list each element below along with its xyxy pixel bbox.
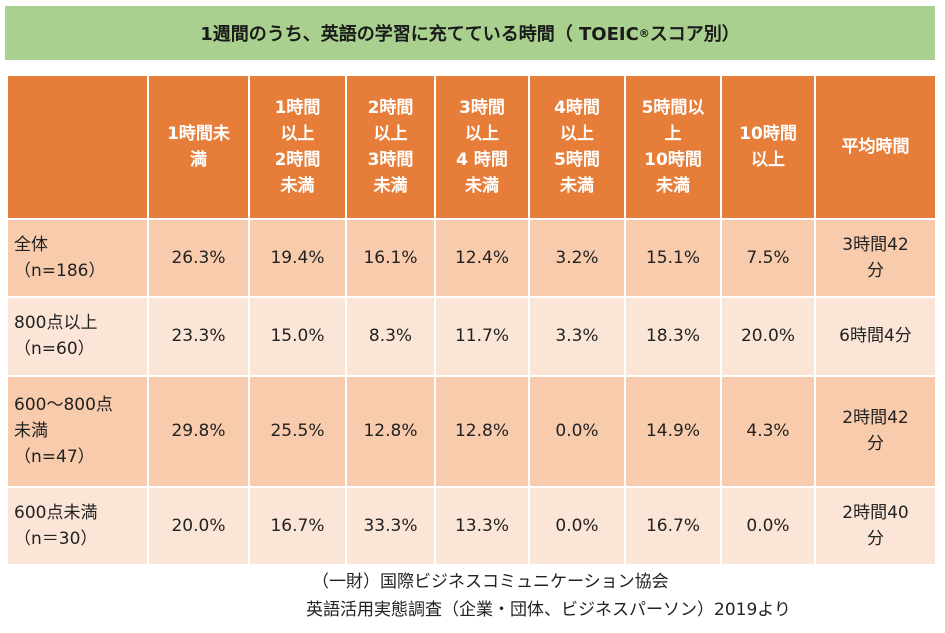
table-row: 600点未満 （n＝30） 20.0% 16.7% 33.3% 13.3% 0.… [8, 487, 935, 564]
source-organization: （一財）国際ビジネスコミュニケーション協会 [312, 572, 669, 592]
table-cell: 29.8% [149, 376, 248, 486]
table-cell: 15.1% [626, 220, 720, 297]
header-corner [8, 76, 147, 218]
column-header-3h-4h: 3時間 以上 4 時間 未満 [436, 76, 528, 218]
table-cell: 3.2% [530, 220, 624, 297]
table-cell: 23.3% [149, 298, 248, 375]
table-cell: 26.3% [149, 220, 248, 297]
table-cell: 16.7% [626, 487, 720, 564]
table-cell: 16.1% [347, 220, 434, 297]
column-header-2h-3h: 2時間 以上 3時間 未満 [347, 76, 434, 218]
table-cell: 12.8% [347, 376, 434, 486]
study-time-table: 1時間未 満 1時間 以上 2時間 未満 2時間 以上 3時間 未満 3時間 以… [6, 74, 937, 566]
row-label-800-plus: 800点以上 （n=60） [8, 298, 147, 375]
average-cell: 3時間42 分 [816, 220, 935, 297]
source-note: （一財）国際ビジネスコミュニケーション協会 英語活用実態調査（企業・団体、ビジネ… [0, 568, 935, 624]
table-cell: 14.9% [626, 376, 720, 486]
table-cell: 13.3% [436, 487, 528, 564]
row-label-under-600: 600点未満 （n＝30） [8, 487, 147, 564]
table-cell: 11.7% [436, 298, 528, 375]
title-text-end: スコア別） [649, 24, 740, 45]
column-header-average: 平均時間 [816, 76, 935, 218]
table-cell: 8.3% [347, 298, 434, 375]
column-header-10h-plus: 10時間 以上 [722, 76, 814, 218]
average-cell: 2時間40 分 [816, 487, 935, 564]
table-cell: 25.5% [250, 376, 345, 486]
table-cell: 20.0% [722, 298, 814, 375]
source-survey: 英語活用実態調査（企業・団体、ビジネスパーソン）2019より [306, 600, 791, 620]
table-row: 800点以上 （n=60） 23.3% 15.0% 8.3% 11.7% 3.3… [8, 298, 935, 375]
header-row: 1時間未 満 1時間 以上 2時間 未満 2時間 以上 3時間 未満 3時間 以… [8, 76, 935, 218]
table-cell: 19.4% [250, 220, 345, 297]
table-cell: 12.4% [436, 220, 528, 297]
table-cell: 16.7% [250, 487, 345, 564]
average-cell: 6時間4分 [816, 298, 935, 375]
table-cell: 0.0% [530, 487, 624, 564]
row-label-all: 全体 （n=186） [8, 220, 147, 297]
table-row: 全体 （n=186） 26.3% 19.4% 16.1% 12.4% 3.2% … [8, 220, 935, 297]
column-header-1h-2h: 1時間 以上 2時間 未満 [250, 76, 345, 218]
table-cell: 3.3% [530, 298, 624, 375]
title-text: 1週間のうち、英語の学習に充てている時間（ TOEIC [200, 24, 639, 45]
row-label-600-800: 600〜800点 未満 （n=47） [8, 376, 147, 486]
table-cell: 0.0% [530, 376, 624, 486]
table-cell: 33.3% [347, 487, 434, 564]
table-title: 1週間のうち、英語の学習に充てている時間（ TOEIC ® スコア別） [5, 6, 935, 60]
registered-mark: ® [638, 26, 650, 40]
column-header-under-1h: 1時間未 満 [149, 76, 248, 218]
column-header-5h-10h: 5時間以 上 10時間 未満 [626, 76, 720, 218]
average-cell: 2時間42 分 [816, 376, 935, 486]
table-row: 600〜800点 未満 （n=47） 29.8% 25.5% 12.8% 12.… [8, 376, 935, 486]
table-cell: 15.0% [250, 298, 345, 375]
table-cell: 0.0% [722, 487, 814, 564]
table-cell: 18.3% [626, 298, 720, 375]
table-cell: 7.5% [722, 220, 814, 297]
column-header-4h-5h: 4時間 以上 5時間 未満 [530, 76, 624, 218]
table-cell: 4.3% [722, 376, 814, 486]
table-cell: 12.8% [436, 376, 528, 486]
table-cell: 20.0% [149, 487, 248, 564]
